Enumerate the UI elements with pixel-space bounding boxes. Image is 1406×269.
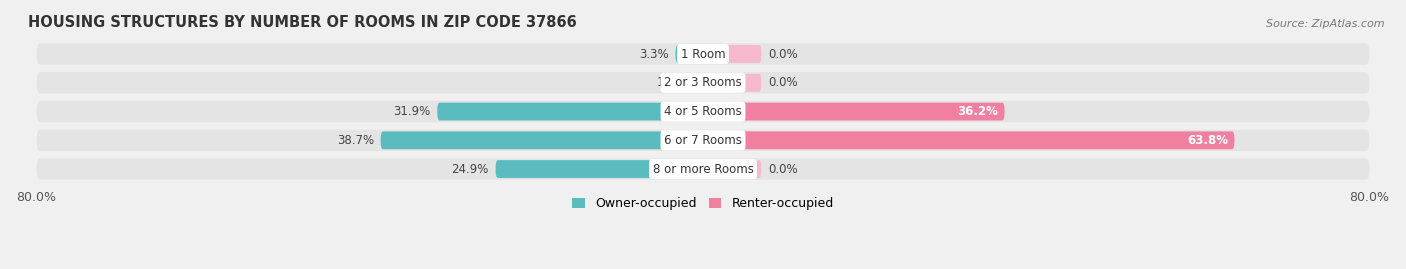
Text: 0.0%: 0.0% — [768, 48, 797, 61]
Text: 3.3%: 3.3% — [640, 48, 669, 61]
Text: HOUSING STRUCTURES BY NUMBER OF ROOMS IN ZIP CODE 37866: HOUSING STRUCTURES BY NUMBER OF ROOMS IN… — [28, 15, 576, 30]
Text: 6 or 7 Rooms: 6 or 7 Rooms — [664, 134, 742, 147]
Text: 38.7%: 38.7% — [337, 134, 374, 147]
FancyBboxPatch shape — [381, 131, 703, 149]
FancyBboxPatch shape — [703, 45, 761, 63]
Text: 8 or more Rooms: 8 or more Rooms — [652, 162, 754, 176]
Text: 2 or 3 Rooms: 2 or 3 Rooms — [664, 76, 742, 89]
Text: Source: ZipAtlas.com: Source: ZipAtlas.com — [1267, 19, 1385, 29]
Text: 36.2%: 36.2% — [957, 105, 998, 118]
FancyBboxPatch shape — [495, 160, 703, 178]
Text: 63.8%: 63.8% — [1187, 134, 1227, 147]
FancyBboxPatch shape — [693, 74, 703, 92]
Text: 31.9%: 31.9% — [394, 105, 430, 118]
Legend: Owner-occupied, Renter-occupied: Owner-occupied, Renter-occupied — [568, 192, 838, 215]
FancyBboxPatch shape — [703, 74, 761, 92]
Text: 24.9%: 24.9% — [451, 162, 489, 176]
Text: 4 or 5 Rooms: 4 or 5 Rooms — [664, 105, 742, 118]
FancyBboxPatch shape — [675, 45, 703, 63]
Text: 0.0%: 0.0% — [768, 162, 797, 176]
FancyBboxPatch shape — [703, 131, 1234, 149]
Text: 1.2%: 1.2% — [657, 76, 686, 89]
FancyBboxPatch shape — [37, 101, 1369, 122]
FancyBboxPatch shape — [37, 72, 1369, 93]
FancyBboxPatch shape — [703, 160, 761, 178]
FancyBboxPatch shape — [703, 103, 1004, 121]
FancyBboxPatch shape — [37, 158, 1369, 180]
FancyBboxPatch shape — [37, 130, 1369, 151]
Text: 1 Room: 1 Room — [681, 48, 725, 61]
FancyBboxPatch shape — [437, 103, 703, 121]
FancyBboxPatch shape — [37, 43, 1369, 65]
Text: 0.0%: 0.0% — [768, 76, 797, 89]
